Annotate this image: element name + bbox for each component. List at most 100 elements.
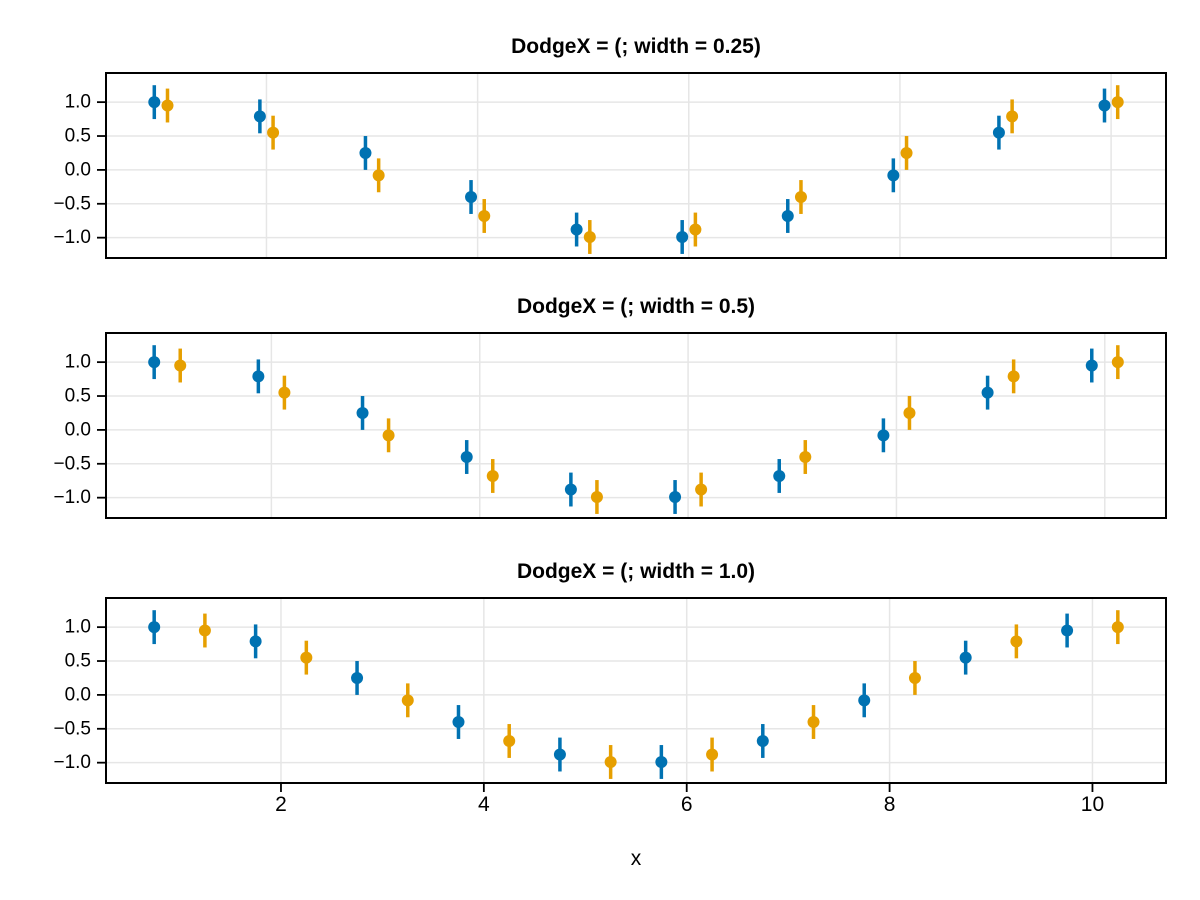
data-point: [877, 429, 890, 442]
data-point: [807, 716, 820, 729]
data-point: [359, 146, 372, 159]
data-point: [351, 671, 364, 684]
y-tick-label: −1.0: [53, 752, 91, 773]
series-1: [148, 345, 1098, 514]
data-point: [756, 734, 769, 747]
data-point: [900, 146, 913, 159]
data-point: [486, 469, 499, 482]
y-axis-ticks: 1.0 0.5 0.0 −0.5 −1.0: [53, 352, 106, 508]
y-tick-label: 1.0: [65, 92, 91, 113]
data-point: [300, 651, 313, 664]
y-tick-label: −0.5: [53, 453, 91, 474]
axis-spine: [105, 597, 1167, 784]
data-point: [267, 126, 280, 139]
axis-spine: [105, 332, 1167, 519]
data-point: [781, 209, 794, 222]
y-tick-label: −1.0: [53, 227, 91, 248]
data-point: [669, 490, 682, 503]
data-point: [1111, 621, 1124, 634]
data-point: [478, 209, 491, 222]
data-point: [676, 230, 689, 243]
panel-2-title: DodgeX = (; width = 0.5): [516, 295, 756, 318]
data-point: [773, 469, 786, 482]
panel-2: 1.0 0.5 0.0 −0.5 −1.0: [53, 332, 1167, 519]
data-point: [1010, 635, 1023, 648]
y-tick-label: 1.0: [65, 617, 91, 638]
y-tick-label: 0.5: [65, 386, 91, 407]
data-point: [1111, 96, 1124, 109]
data-point: [1111, 356, 1124, 369]
data-point: [903, 406, 916, 419]
series-1: [148, 85, 1111, 254]
data-point: [689, 223, 702, 236]
y-tick-label: 0.0: [65, 419, 91, 440]
data-point: [695, 483, 708, 496]
y-axis-ticks: 1.0 0.5 0.0 −0.5 −1.0: [53, 92, 106, 248]
data-point: [503, 734, 516, 747]
x-tick-label: 4: [478, 793, 490, 816]
panel-1-title: DodgeX = (; width = 0.25): [511, 35, 761, 58]
data-point: [252, 370, 265, 383]
data-point: [356, 406, 369, 419]
data-point: [553, 748, 566, 761]
data-point: [655, 755, 668, 768]
series-2: [161, 85, 1124, 254]
x-tick-label: 10: [1081, 793, 1104, 816]
series-2: [198, 610, 1124, 779]
data-point: [249, 635, 262, 648]
data-point: [174, 359, 187, 372]
y-tick-label: −1.0: [53, 487, 91, 508]
data-point: [706, 748, 719, 761]
data-point: [148, 621, 161, 634]
grid: [106, 333, 1166, 518]
y-axis-ticks: 1.0 0.5 0.0 −0.5 −1.0: [53, 617, 106, 773]
data-point: [1061, 624, 1074, 637]
grid: [106, 598, 1166, 783]
data-point: [382, 429, 395, 442]
series-1: [148, 610, 1074, 779]
y-tick-label: 0.5: [65, 651, 91, 672]
panel-background: [106, 333, 1166, 518]
data-point: [460, 451, 473, 464]
panel-background: [106, 598, 1166, 783]
data-point: [253, 110, 266, 123]
data-point: [959, 651, 972, 664]
y-tick-label: 0.5: [65, 126, 91, 147]
data-point: [981, 386, 994, 399]
x-axis-ticks: 2 4 6 8 10: [275, 783, 1104, 816]
data-point: [372, 169, 385, 182]
data-point: [198, 624, 211, 637]
data-point: [148, 96, 161, 109]
grid: [106, 73, 1166, 258]
data-point: [148, 356, 161, 369]
x-tick-label: 2: [275, 793, 287, 816]
data-point: [401, 694, 414, 707]
panel-3-title: DodgeX = (; width = 1.0): [516, 560, 756, 583]
data-point: [1085, 359, 1098, 372]
data-point: [887, 169, 900, 182]
data-point: [604, 755, 617, 768]
data-point: [1007, 370, 1020, 383]
panel-3: 1.0 0.5 0.0 −0.5 −1.0 2 4 6 8 10: [53, 597, 1167, 816]
data-point: [992, 126, 1005, 139]
data-point: [161, 99, 174, 112]
data-point: [452, 716, 465, 729]
y-tick-label: 0.0: [65, 159, 91, 180]
axis-spine: [105, 72, 1167, 259]
data-point: [564, 483, 577, 496]
data-point: [799, 451, 812, 464]
y-tick-label: −0.5: [53, 193, 91, 214]
data-point: [858, 694, 871, 707]
data-point: [590, 490, 603, 503]
data-point: [583, 230, 596, 243]
x-tick-label: 8: [884, 793, 896, 816]
data-point: [278, 386, 291, 399]
y-tick-label: 1.0: [65, 352, 91, 373]
panel-1: 1.0 0.5 0.0 −0.5 −1.0: [53, 72, 1167, 259]
data-point: [570, 223, 583, 236]
panel-background: [106, 73, 1166, 258]
data-point: [465, 191, 478, 204]
y-tick-label: 0.0: [65, 684, 91, 705]
